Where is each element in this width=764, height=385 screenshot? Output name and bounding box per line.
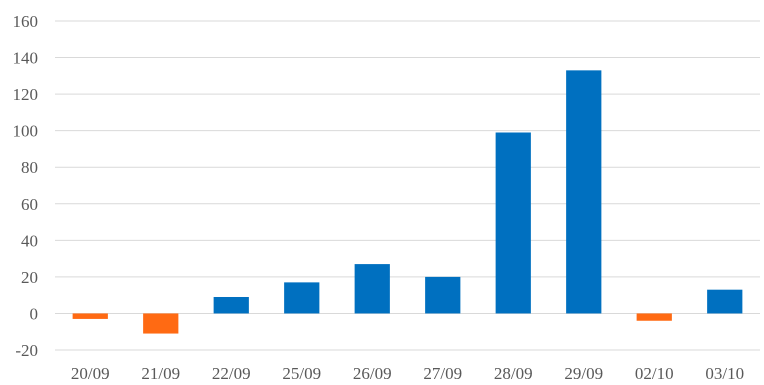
y-tick-label: 140 bbox=[13, 49, 39, 68]
bar bbox=[284, 282, 320, 314]
y-tick-label: 80 bbox=[21, 158, 38, 177]
y-tick-label: 160 bbox=[13, 12, 39, 31]
x-axis: 20/09 21/09 22/09 25/09 26/09 27/09 28/09 29/09… bbox=[71, 364, 744, 383]
bar bbox=[425, 276, 461, 314]
bar bbox=[495, 132, 531, 314]
y-tick-label: -20 bbox=[15, 341, 38, 360]
y-tick-label: 60 bbox=[21, 195, 38, 214]
x-tick-label: 27/09 bbox=[423, 364, 462, 383]
bar bbox=[707, 289, 743, 314]
bar bbox=[354, 264, 390, 314]
x-tick-label: 02/10 bbox=[635, 364, 674, 383]
x-tick-label: 26/09 bbox=[353, 364, 392, 383]
y-tick-label: 40 bbox=[21, 231, 38, 250]
bar bbox=[143, 313, 179, 334]
x-tick-label: 29/09 bbox=[564, 364, 603, 383]
x-tick-label: 25/09 bbox=[282, 364, 321, 383]
x-tick-label: 03/10 bbox=[705, 364, 744, 383]
x-tick-label: 22/09 bbox=[212, 364, 251, 383]
bar bbox=[72, 313, 108, 319]
y-tick-label: 0 bbox=[30, 304, 39, 323]
gridlines bbox=[55, 20, 760, 351]
bar bbox=[636, 313, 672, 321]
y-axis: -20 0 20 40 60 80 100 120 140 160 bbox=[13, 12, 39, 360]
x-tick-label: 28/09 bbox=[494, 364, 533, 383]
y-tick-label: 120 bbox=[13, 85, 39, 104]
y-tick-label: 100 bbox=[13, 122, 39, 141]
bars bbox=[72, 70, 743, 334]
bar bbox=[566, 70, 602, 314]
bar bbox=[213, 296, 249, 314]
y-tick-label: 20 bbox=[21, 268, 38, 287]
x-tick-label: 20/09 bbox=[71, 364, 110, 383]
x-tick-label: 21/09 bbox=[141, 364, 180, 383]
